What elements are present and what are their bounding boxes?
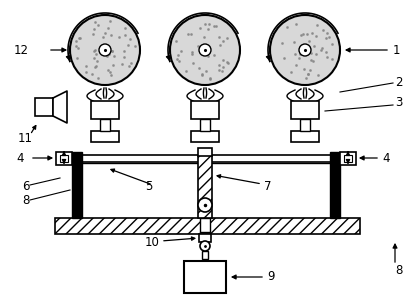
Bar	[344, 155, 352, 162]
Text: 4: 4	[382, 152, 390, 165]
Bar	[72, 152, 82, 218]
Bar	[291, 131, 319, 142]
Bar	[200, 218, 210, 232]
Text: 11: 11	[18, 132, 33, 145]
Bar	[198, 155, 212, 218]
Circle shape	[170, 15, 240, 85]
Text: 10: 10	[145, 237, 160, 249]
Bar	[191, 131, 219, 142]
Circle shape	[99, 44, 111, 56]
Text: 4: 4	[16, 152, 23, 165]
Text: 1: 1	[393, 44, 400, 56]
Circle shape	[70, 15, 140, 85]
Text: 7: 7	[264, 179, 272, 192]
Circle shape	[200, 241, 210, 251]
Bar	[291, 101, 319, 119]
Polygon shape	[53, 91, 67, 123]
Circle shape	[299, 44, 311, 56]
Text: 12: 12	[14, 44, 29, 56]
Bar	[184, 261, 226, 293]
Text: 5: 5	[145, 181, 152, 194]
Text: 6: 6	[22, 179, 30, 192]
Bar	[202, 251, 208, 259]
Text: 8: 8	[22, 194, 29, 207]
Bar	[91, 101, 119, 119]
Text: 3: 3	[395, 96, 402, 109]
Bar	[300, 119, 310, 131]
Bar	[330, 152, 340, 218]
Bar	[35, 98, 53, 116]
Bar	[340, 152, 356, 165]
Bar	[56, 152, 72, 165]
Bar	[200, 119, 210, 131]
Bar	[199, 234, 211, 242]
Bar	[62, 155, 342, 162]
Text: 8: 8	[395, 264, 402, 277]
Bar	[55, 218, 360, 234]
Bar	[191, 101, 219, 119]
Bar	[198, 148, 212, 156]
Circle shape	[199, 44, 211, 56]
Circle shape	[270, 15, 340, 85]
Circle shape	[198, 198, 212, 212]
Bar	[60, 155, 68, 162]
Text: 9: 9	[267, 271, 275, 284]
Text: 2: 2	[395, 75, 402, 88]
Bar	[100, 119, 110, 131]
Bar	[91, 131, 119, 142]
